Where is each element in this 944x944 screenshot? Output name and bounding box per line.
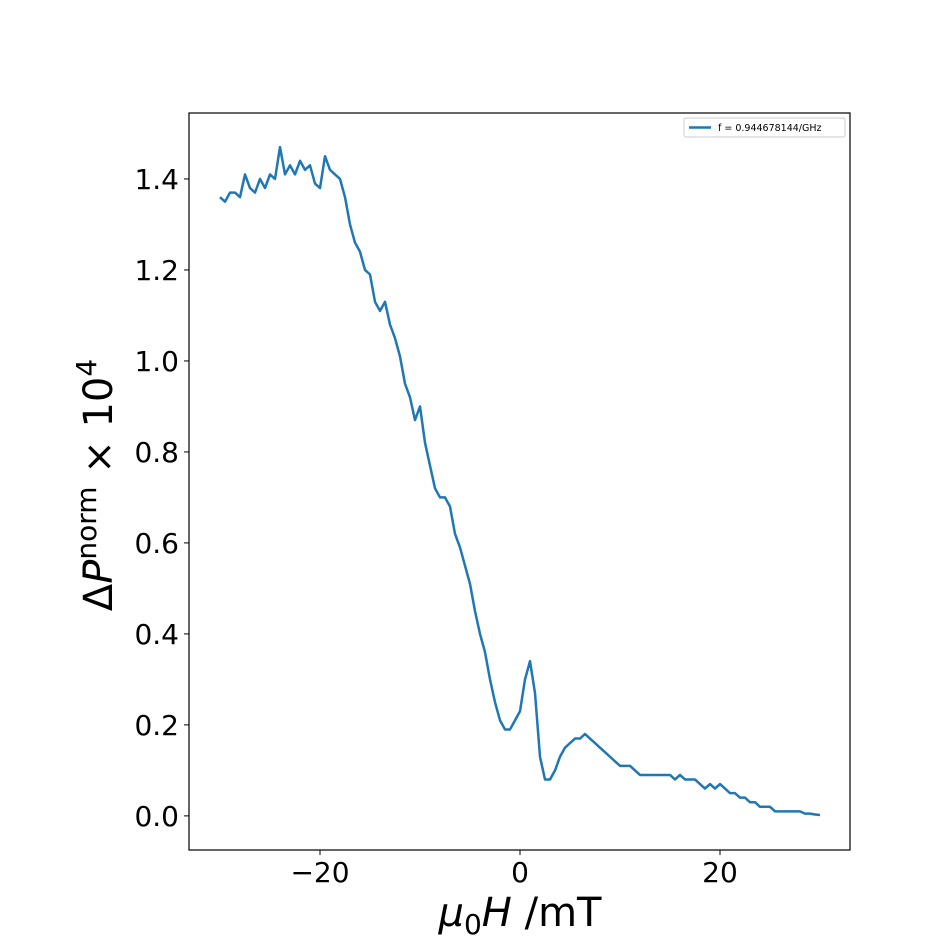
y-tick-label: 1.2: [134, 254, 179, 287]
y-label-part: × 10: [76, 377, 122, 487]
y-label-part: 4: [70, 359, 103, 377]
y-label-part: P: [76, 559, 122, 584]
data-line: [219, 145, 821, 817]
x-label-part: μ: [438, 890, 464, 936]
y-label-part: norm: [70, 487, 103, 560]
legend-label: f = 0.944678144/GHz: [718, 123, 822, 134]
y-tick-label: 0.2: [134, 709, 179, 742]
y-tick-label: 0.0: [134, 800, 179, 833]
x-label-part: 0: [464, 908, 482, 941]
x-label-part: H: [482, 890, 512, 936]
x-axis-label: μ0H /mT: [438, 890, 603, 941]
plot-frame: [188, 112, 851, 851]
y-axis-label: ΔPnorm × 104: [70, 359, 122, 611]
x-label-part: /mT: [512, 890, 602, 936]
legend: f = 0.944678144/GHz: [683, 117, 846, 138]
x-tick-label: −20: [290, 856, 349, 889]
y-tick-label: 0.4: [134, 618, 179, 651]
y-label-part: Δ: [76, 583, 122, 611]
y-tick-label: 0.8: [134, 436, 179, 469]
y-tick-label: 1.4: [134, 163, 179, 196]
legend-box: [683, 117, 846, 138]
x-tick-label: 0: [511, 856, 529, 889]
y-tick-label: 0.6: [134, 527, 179, 560]
x-tick-label: 20: [702, 856, 738, 889]
y-tick-label: 1.0: [134, 345, 179, 378]
